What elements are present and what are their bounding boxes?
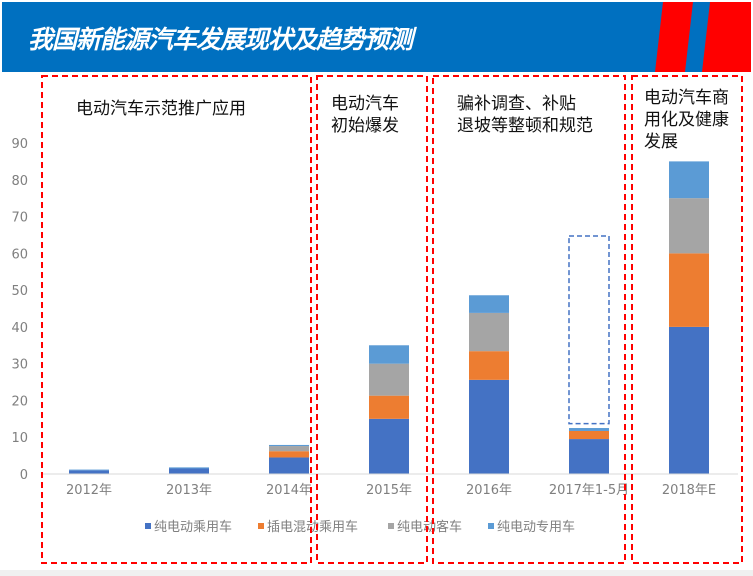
bar-segment [669, 253, 709, 327]
bar-segment [269, 446, 309, 452]
annotation-phase-4: 电动汽车商 用化及健康 发展 [644, 88, 729, 152]
y-tick-label: 60 [11, 247, 28, 262]
legend-label: 纯电动乘用车 [154, 519, 232, 535]
header-banner [2, 2, 751, 72]
bar-segment [469, 295, 509, 313]
y-tick-label: 70 [11, 211, 28, 226]
bar-segment [269, 451, 309, 458]
bar-segment [269, 444, 309, 447]
x-tick-label: 2017年1-5月 [549, 483, 629, 498]
bar-segment [269, 457, 309, 474]
bar-segment [369, 345, 409, 364]
bar-segment [669, 326, 709, 474]
bar-segment [69, 470, 109, 474]
phase-box-regulation [432, 75, 626, 564]
phase-box-commercialization [631, 75, 743, 564]
bar-segment [169, 468, 209, 474]
bar-segment [569, 430, 609, 440]
annotation-phase-2: 电动汽车 初始爆发 [331, 94, 399, 136]
legend-swatch [488, 523, 494, 529]
x-tick-label: 2015年 [366, 483, 412, 498]
y-tick-label: 20 [11, 394, 28, 409]
y-tick-label: 90 [11, 137, 28, 152]
bar-segment [669, 198, 709, 254]
phase-box-demonstration [41, 75, 312, 564]
legend-swatch [388, 523, 394, 529]
bar-segment [369, 395, 409, 419]
legend-label: 纯电动客车 [397, 519, 462, 535]
x-tick-label: 2016年 [466, 483, 512, 498]
legend-label: 插电混动乘用车 [267, 519, 358, 535]
y-tick-label: 40 [11, 321, 28, 336]
y-tick-label: 50 [11, 284, 28, 299]
y-tick-label: 30 [11, 358, 28, 373]
footer-strip [0, 570, 753, 576]
y-tick-label: 80 [11, 174, 28, 189]
y-tick-label: 10 [11, 431, 28, 446]
highlight-box [568, 235, 610, 425]
bar-segment [469, 379, 509, 474]
bar-segment [469, 351, 509, 380]
bar-segment [569, 439, 609, 474]
bar-segment [369, 418, 409, 474]
x-tick-label: 2012年 [66, 483, 112, 498]
legend-swatch [145, 523, 151, 529]
header-stripe [702, 2, 751, 72]
x-tick-label: 2013年 [166, 483, 212, 498]
bar-segment [169, 467, 209, 469]
bar-segment [669, 161, 709, 199]
legend-label: 纯电动专用车 [497, 519, 575, 535]
legend-swatch [258, 523, 264, 529]
annotation-phase-3: 骗补调查、补贴 退坡等整顿和规范 [457, 94, 593, 136]
bar-segment [369, 363, 409, 396]
phase-box-initial-boom [316, 75, 428, 564]
annotation-phase-1: 电动汽车示范推广应用 [76, 99, 246, 119]
bar-segment [469, 312, 509, 352]
page-title: 我国新能源汽车发展现状及趋势预测 [28, 25, 413, 54]
x-tick-label: 2014年 [266, 483, 312, 498]
y-tick-label: 0 [20, 468, 28, 483]
x-tick-label: 2018年E [662, 483, 716, 498]
bar-segment [569, 428, 609, 431]
bar-segment [69, 469, 109, 471]
